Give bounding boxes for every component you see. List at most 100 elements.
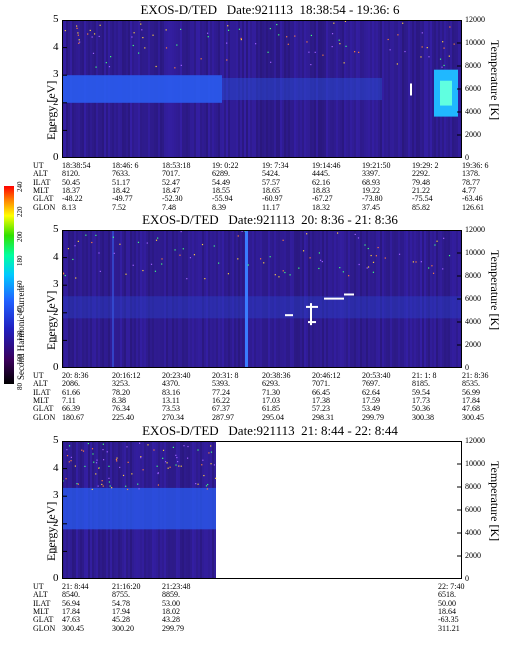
y2-tick-label: 10000 [465,38,485,47]
ephemeris-value: 20:53:40 [362,371,391,380]
ephemeris-row-label: GLAT [33,615,54,625]
ephemeris-value: 7.52 [112,202,126,212]
y2-tick-label: 2000 [465,551,481,560]
ephemeris-value: 7633. [112,169,130,179]
ephemeris-value: -52.30 [162,194,183,204]
panel-3-spectrogram [62,441,462,579]
ephemeris-value: 19:21:50 [362,161,391,170]
ephemeris-value: 17.94 [112,606,130,616]
ephemeris-value: 300.45 [462,412,484,422]
colorbar-tick-label: 200 [16,231,24,242]
y-tick-label: 2 [53,516,59,529]
ephemeris-value: 47.63 [62,615,80,625]
ephemeris-value: -48.22 [62,194,83,204]
y-tick-label: 3 [53,278,59,291]
y-tick-label: 0 [53,361,59,373]
ephemeris-row-label: ALT [33,590,48,600]
ephemeris-value: 83.16 [162,387,180,397]
ephemeris-value: 79.48 [412,177,430,187]
ephemeris-value: 17.84 [62,606,80,616]
ephemeris-value: 4445. [312,169,330,179]
ephemeris-value: 57.23 [312,404,330,414]
ephemeris-value: 22: 7:40 [438,582,465,591]
y-tick-label: 4 [53,40,59,53]
ephemeris-value: 54.49 [212,177,230,187]
ephemeris-value: 53.00 [162,598,180,608]
y2-tick-label: 0 [465,574,469,583]
ephemeris-value: 19:14:46 [312,161,341,170]
spectrogram-svg [62,230,462,368]
ephemeris-value: 6293. [262,379,280,389]
panel-1-spectrogram [62,20,462,158]
ephemeris-value: 18.37 [62,185,80,195]
ephemeris-row-label: MLT [33,395,50,405]
ephemeris-value: 18.64 [438,606,456,616]
ephemeris-value: 126.61 [462,202,484,212]
ephemeris-value: 85.82 [412,202,430,212]
spectrogram-svg [62,441,462,579]
ephemeris-row-label: GLAT [33,404,54,414]
ephemeris-value: 71.30 [262,387,280,397]
y2-tick-label: 8000 [465,61,481,70]
ephemeris-row-label: ALT [33,169,48,179]
ephemeris-value: -63.46 [462,194,483,204]
y2-tick-label: 12000 [465,436,485,445]
ephemeris-value: 20:38:36 [262,371,291,380]
temperature-mark [410,83,412,96]
ephemeris-row-label: GLON [33,412,56,422]
ephemeris-value: 57.57 [262,177,280,187]
ephemeris-value: 295.04 [262,412,284,422]
temperature-points [285,293,354,326]
ephemeris-value: 78.20 [112,387,130,397]
ephemeris-value: 19: 0:22 [212,161,239,170]
ephemeris-value: 66.45 [312,387,330,397]
ephemeris-value: 7.11 [62,395,76,405]
ephemeris-value: -73.80 [362,194,383,204]
ephemeris-value: 311.21 [438,623,460,633]
y-tick-label: 5 [53,13,59,25]
energy-band [62,75,222,103]
colorbar-tick-label: 180 [16,255,24,267]
ephemeris-value: 5424. [262,169,280,179]
ephemeris-value: 7017. [162,169,180,179]
ephemeris-value: 18.65 [262,185,280,195]
y2-tick-label: 8000 [465,482,481,491]
y-tick-label: 2 [53,305,59,318]
panel-2-spectrogram [62,230,462,368]
ephemeris-value: 78.77 [462,177,480,187]
ephemeris-value: 2292. [412,169,430,179]
ephemeris-value: 62.64 [362,387,380,397]
ephemeris-value: 50.45 [62,177,80,187]
colorbar-label: Second Harmonic Current [16,285,26,380]
ephemeris-value: 18.42 [112,185,130,195]
ephemeris-row-label: GLON [33,202,56,212]
ephemeris-value: 19:36: 6 [462,161,489,170]
ephemeris-value: 300.20 [112,623,134,633]
ephemeris-row-label: ILAT [33,177,51,187]
ephemeris-value: 298.31 [312,412,334,422]
y-tick-label: 2 [53,95,59,108]
y2-tick-label: 6000 [465,84,481,93]
ephemeris-value: 18.32 [312,202,330,212]
ephemeris-value: 8.39 [212,202,226,212]
ephemeris-value: 225.40 [112,412,134,422]
ephemeris-value: -55.94 [212,194,233,204]
ephemeris-value: 21:23:48 [162,582,191,591]
ephemeris-value: 50.36 [412,404,430,414]
ephemeris-value: 5393. [212,379,230,389]
y-tick-label: 4 [53,250,59,263]
ephemeris-value: 3397. [362,169,380,179]
ephemeris-value: 8.13 [62,202,76,212]
colorbar-tick-label: 240 [16,181,24,193]
ephemeris-value: 18.83 [312,185,330,195]
spectrogram-svg [62,20,462,158]
ephemeris-value: 299.79 [162,623,184,633]
panel-1-y2label: Temperature [K] [488,40,502,121]
ephemeris-value: 61.85 [262,404,280,414]
spectrogram-cells [62,230,462,368]
ephemeris-value: 18:46: 6 [112,161,139,170]
ephemeris-value: 20:23:40 [162,371,191,380]
y2-tick-label: 10000 [465,248,485,257]
ephemeris-value: 17.38 [312,395,330,405]
ephemeris-value: 2086. [62,379,80,389]
